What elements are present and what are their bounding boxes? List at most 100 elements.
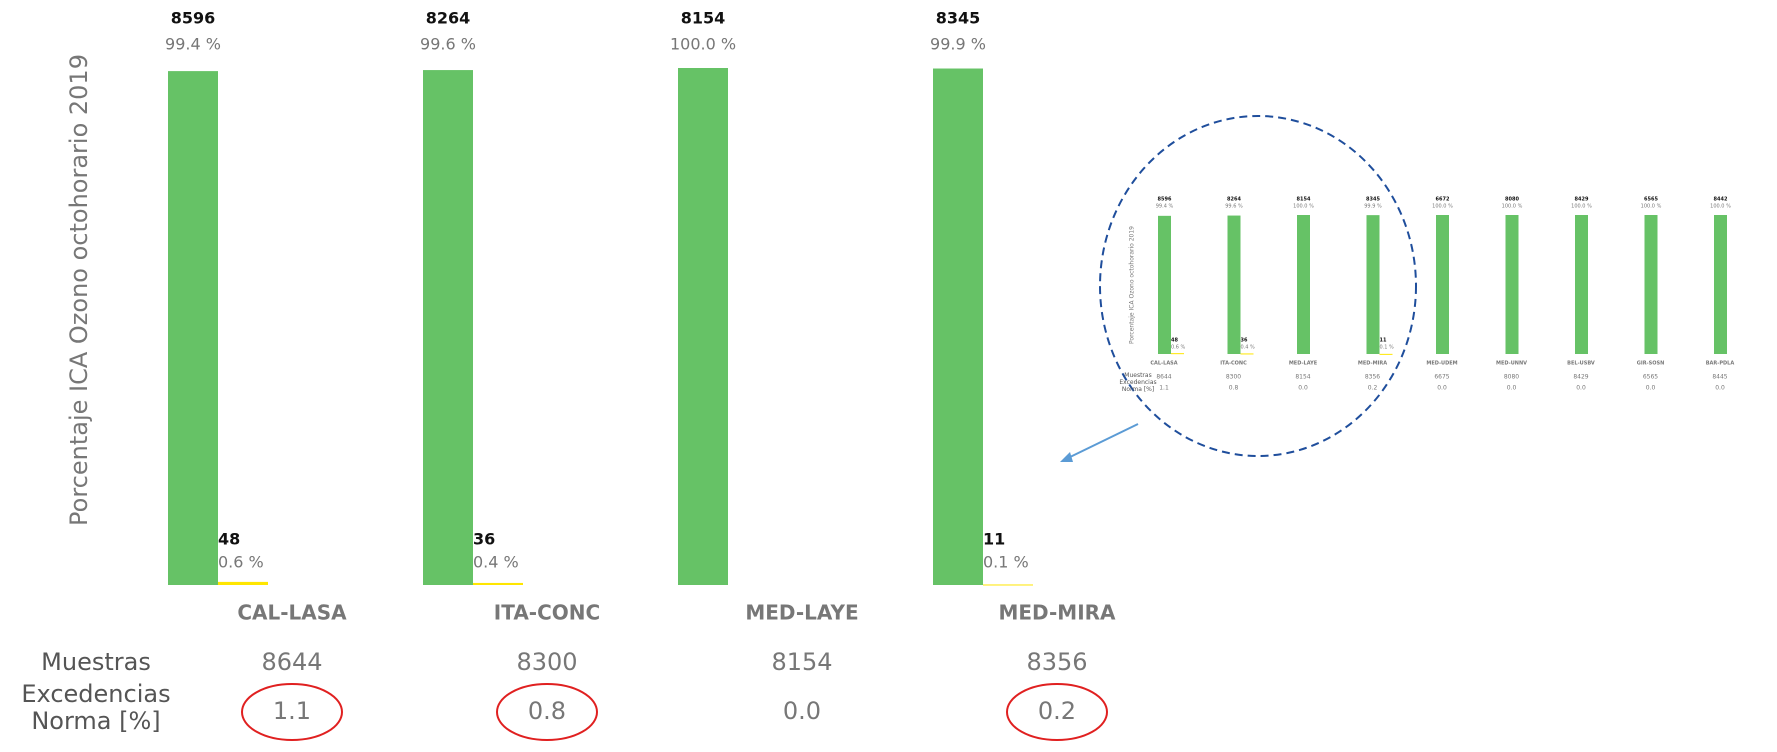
- table-cell: 8445: [1712, 374, 1727, 381]
- category-label: CAL-LASA: [1150, 361, 1177, 367]
- zoom-arrow: [1067, 423, 1139, 459]
- category-label: MED-MIRA: [998, 601, 1116, 625]
- table-cell: 1.1: [273, 697, 311, 725]
- category-label: MED-UNNV: [1496, 361, 1527, 367]
- category-label: ITA-CONC: [1220, 361, 1247, 367]
- value-label: 99.9 %: [930, 35, 986, 54]
- category-label: MED-LAYE: [1289, 361, 1318, 367]
- count-label: 8264: [426, 9, 471, 28]
- count-label: 11: [983, 530, 1005, 549]
- row-label: Excedencias Norma [%]: [1119, 379, 1157, 394]
- value-label: 0.4 %: [473, 553, 519, 572]
- count-label: 36: [1241, 338, 1248, 344]
- value-label: 99.6 %: [420, 35, 476, 54]
- count-label: 36: [473, 530, 495, 549]
- bar: [168, 71, 218, 586]
- table-cell: 8644: [261, 648, 322, 676]
- table-cell: 8080: [1504, 374, 1519, 381]
- bar: [1575, 215, 1588, 354]
- category-label: BAR-PDLA: [1706, 361, 1735, 367]
- y-axis-label: Porcentaje ICA Ozono octohorario 2019: [1129, 226, 1136, 344]
- count-label: 48: [218, 530, 240, 549]
- category-label: GIR-SOSN: [1637, 361, 1665, 367]
- bar: [1436, 215, 1449, 354]
- table-cell: 0.0: [1715, 385, 1725, 392]
- category-label: MED-LAYE: [745, 601, 858, 625]
- table-cell: 0.0: [1298, 385, 1308, 392]
- count-label: 6672: [1436, 197, 1450, 203]
- bar: [1505, 215, 1519, 354]
- category-label: MED-MIRA: [1358, 361, 1387, 367]
- table-cell: 1.1: [1159, 385, 1169, 392]
- zoom-circle: [1099, 115, 1417, 457]
- value-label: 0.6 %: [218, 553, 264, 572]
- count-label: 11: [1380, 338, 1387, 344]
- bar: [1297, 215, 1310, 354]
- count-label: 8596: [1158, 197, 1172, 203]
- value-label: 100.0 %: [1710, 204, 1731, 210]
- value-label: 0.1 %: [983, 553, 1029, 572]
- value-label: 0.4 %: [1241, 345, 1256, 351]
- count-label: 8345: [1366, 197, 1380, 203]
- bar: [983, 584, 1033, 586]
- value-label: 99.4 %: [165, 35, 221, 54]
- bar: [1171, 353, 1184, 355]
- table-cell: 0.2: [1368, 385, 1378, 392]
- row-label: Excedencias Norma [%]: [21, 679, 171, 736]
- table-cell: 8356: [1026, 648, 1087, 676]
- count-label: 8154: [1297, 197, 1311, 203]
- bar: [423, 70, 473, 586]
- count-label: 8264: [1227, 197, 1241, 203]
- category-label: CAL-LASA: [237, 601, 347, 625]
- bar: [1714, 215, 1727, 354]
- table-cell: 8300: [1226, 374, 1241, 381]
- bar: [218, 581, 268, 585]
- table-cell: 6675: [1434, 374, 1449, 381]
- table-cell: 6565: [1643, 374, 1658, 381]
- count-label: 48: [1171, 338, 1178, 344]
- value-label: 100.0 %: [1293, 204, 1314, 210]
- bar: [1227, 215, 1241, 354]
- table-cell: 8356: [1365, 374, 1380, 381]
- highlight-circle: [1006, 683, 1108, 741]
- count-label: 6565: [1644, 197, 1658, 203]
- category-label: BEL-USBV: [1567, 361, 1595, 367]
- count-label: 8154: [681, 9, 726, 28]
- table-cell: 8154: [1295, 374, 1310, 381]
- count-label: 8429: [1575, 197, 1589, 203]
- value-label: 99.6 %: [1225, 204, 1243, 210]
- count-label: 8596: [171, 9, 216, 28]
- value-label: 100.0 %: [1571, 204, 1592, 210]
- bar: [678, 68, 728, 585]
- bar: [1240, 353, 1254, 355]
- bar: [1366, 215, 1380, 354]
- table-cell: 0.0: [1507, 385, 1517, 392]
- zoom-arrowhead: [1060, 452, 1073, 462]
- table-cell: 8154: [771, 648, 832, 676]
- count-label: 8442: [1714, 197, 1728, 203]
- value-label: 0.6 %: [1171, 345, 1186, 351]
- table-cell: 8644: [1156, 374, 1171, 381]
- highlight-circle: [496, 683, 598, 741]
- table-cell: 0.0: [1576, 385, 1586, 392]
- table-cell: 8429: [1573, 374, 1588, 381]
- count-label: 8080: [1505, 197, 1519, 203]
- row-label: Muestras: [41, 647, 151, 676]
- table-cell: 0.0: [783, 697, 821, 725]
- value-label: 100.0 %: [670, 35, 736, 54]
- value-label: 0.1 %: [1380, 345, 1395, 351]
- value-label: 100.0 %: [1502, 204, 1523, 210]
- count-label: 8345: [936, 9, 981, 28]
- value-label: 99.9 %: [1364, 204, 1382, 210]
- value-label: 100.0 %: [1432, 204, 1453, 210]
- y-axis-label: Porcentaje ICA Ozono octohorario 2019: [65, 54, 93, 526]
- bar: [1644, 215, 1658, 354]
- table-cell: 0.0: [1437, 385, 1447, 392]
- bar: [933, 68, 983, 586]
- table-cell: 0.2: [1038, 697, 1076, 725]
- table-cell: 0.0: [1646, 385, 1656, 392]
- value-label: 99.4 %: [1156, 204, 1174, 210]
- category-label: ITA-CONC: [494, 601, 600, 625]
